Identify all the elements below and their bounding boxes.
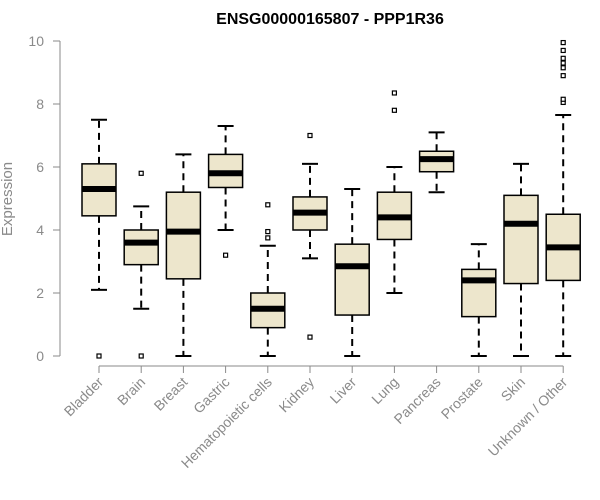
outlier-point <box>265 228 271 235</box>
box-lung <box>376 90 413 294</box>
x-category-label: Liver <box>327 374 360 407</box>
x-category-label: Lung <box>368 374 401 407</box>
x-category-label: Pancreas <box>391 374 444 427</box>
outlier-point <box>560 39 566 46</box>
iqr-box <box>123 229 159 266</box>
box-skin <box>503 162 539 357</box>
y-tick-label: 0 <box>36 348 44 364</box>
outlier-point <box>265 235 271 241</box>
x-category-label: Bladder <box>61 374 107 420</box>
iqr-box <box>165 191 202 280</box>
y-tick-label: 2 <box>36 285 44 301</box>
y-tick-label: 10 <box>28 33 44 49</box>
outlier-point <box>560 60 566 66</box>
box-gastric <box>207 125 244 258</box>
y-tick-label: 6 <box>36 159 44 175</box>
y-axis-title: Expression <box>0 162 16 236</box>
outlier-point <box>560 73 566 79</box>
y-axis: 0 2 4 6 8 10 <box>28 33 61 364</box>
x-category-label: Breast <box>151 374 191 414</box>
iqr-box <box>503 194 539 285</box>
box-prostate <box>461 243 497 357</box>
outlier-point <box>138 170 144 176</box>
outlier-point <box>560 47 566 54</box>
box-breast <box>165 153 202 357</box>
outlier-point <box>307 334 313 340</box>
outlier-point <box>560 55 566 61</box>
x-category-label: Unknown / Other <box>485 374 571 460</box>
outlier-point <box>391 107 397 113</box>
box-kidney <box>292 132 328 340</box>
x-category-label: Kidney <box>276 374 318 416</box>
box-liver <box>334 188 370 357</box>
outlier-point <box>223 252 229 258</box>
x-category-label: Skin <box>498 374 529 405</box>
box-bladder <box>81 118 117 359</box>
x-category-label: Prostate <box>438 374 486 422</box>
chart-title: ENSG00000165807 - PPP1R36 <box>216 11 444 28</box>
box-pancreas <box>418 131 455 194</box>
outlier-point <box>391 90 397 96</box>
iqr-box <box>461 268 497 318</box>
y-tick-label: 8 <box>36 96 44 112</box>
boxes-group <box>81 39 581 359</box>
box-unknown-other <box>545 39 581 357</box>
x-category-label: Brain <box>114 374 148 408</box>
box-brain <box>123 170 159 359</box>
outlier-point <box>138 353 144 359</box>
y-tick-label: 4 <box>36 222 44 238</box>
outlier-point <box>307 132 313 139</box>
outlier-point <box>96 353 102 359</box>
iqr-box <box>334 243 370 316</box>
box-hematopoietic-cells <box>250 202 286 357</box>
outlier-point <box>265 202 271 208</box>
outlier-point <box>560 96 566 102</box>
outlier-point <box>560 65 566 71</box>
